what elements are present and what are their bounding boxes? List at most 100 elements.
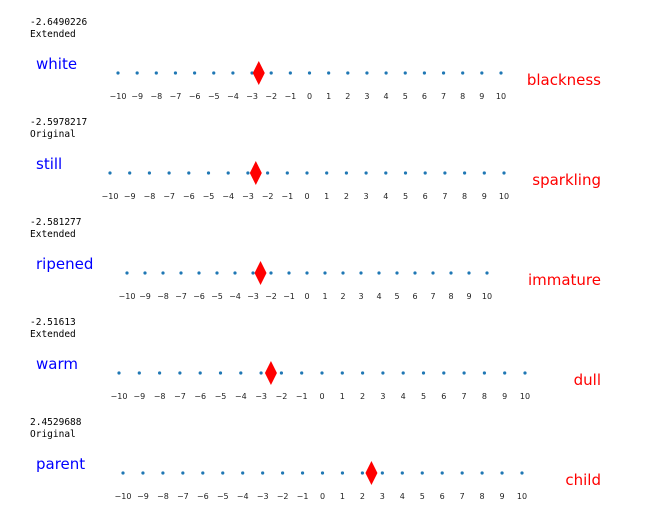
axis-dot: [161, 471, 165, 475]
axis-dot: [380, 471, 384, 475]
axis-dot: [320, 471, 325, 475]
left-word: parent: [36, 455, 86, 473]
axis-dot: [287, 271, 291, 275]
axis-dot: [305, 271, 309, 275]
axis-dot: [266, 171, 270, 175]
axis-dot: [503, 371, 507, 375]
axis-dot: [117, 371, 121, 375]
axis-dot: [460, 471, 464, 475]
number-line: −10 −9 −8 −7 −6 −5 −4 −3 −2 −1 0 1 2 3 4 5 6 7 8 9 10: [111, 361, 530, 400]
axis-dot: [400, 471, 404, 475]
tick-label: −4: [237, 492, 249, 500]
tick-label: 7: [442, 192, 447, 200]
axis-dot: [323, 271, 327, 275]
tick-label: −5: [217, 492, 229, 500]
axis-dot: [154, 71, 158, 75]
tick-label: −7: [170, 92, 182, 100]
chart-row: -2.5978217 Original still sparkling −10 −9 −8−…: [0, 100, 661, 200]
axis-dot: [395, 271, 399, 275]
axis-dot: [384, 71, 388, 75]
tick-label: −3: [247, 292, 259, 300]
axis-dot: [179, 271, 183, 275]
tick-label: 8: [482, 392, 487, 400]
axis-dot: [135, 71, 139, 75]
tick-label: −6: [189, 92, 201, 100]
axis-dot: [461, 71, 465, 75]
tick-label: −3: [246, 92, 258, 100]
axis-dot: [285, 171, 289, 175]
axis-dot: [365, 71, 369, 75]
number-line: −10 −9 −8 −7 −6 −5 −4 −3 −2 −1 0 1 2 3 4 5 6 7 8 9 10: [119, 261, 492, 300]
tick-label: −2: [265, 292, 277, 300]
chart-row: -2.51613 Extended warm dull −10 −9 −8 −7 −6 −5 −4−…: [0, 300, 661, 400]
tick-label: −4: [229, 292, 241, 300]
score-value: -2.51613: [30, 317, 76, 328]
tick-label: 0: [307, 92, 312, 100]
axis-dot: [241, 471, 245, 475]
axis-dot: [520, 471, 524, 475]
axis-dot: [116, 71, 120, 75]
axis-dot: [421, 371, 426, 375]
tick-label: 9: [482, 192, 487, 200]
tick-label: −2: [262, 192, 274, 200]
axis-dot: [233, 271, 237, 275]
tick-label: −8: [144, 192, 156, 200]
tick-label: 9: [502, 392, 507, 400]
tick-label: 6: [422, 92, 427, 100]
axis-dot: [181, 471, 185, 475]
axis-dot: [359, 271, 363, 275]
tick-label: −2: [277, 492, 289, 500]
axis-dot: [259, 371, 263, 375]
tick-label: −1: [281, 192, 293, 200]
tick-label: 8: [448, 292, 453, 300]
axis-dot: [226, 171, 230, 175]
score-value: 2.4529688: [30, 417, 82, 428]
tick-label: −1: [283, 292, 295, 300]
tick-label: 7: [460, 492, 465, 500]
axis-dot: [307, 71, 312, 75]
tick-label: −10: [111, 392, 128, 400]
axis-dot: [178, 371, 182, 375]
tick-label: 3: [364, 92, 369, 100]
axis-dot: [300, 371, 304, 375]
axis-dot: [206, 171, 211, 175]
tick-label: 4: [400, 492, 405, 500]
axis-dot: [413, 271, 417, 275]
tick-label: −6: [194, 392, 206, 400]
axis-dot: [201, 471, 205, 475]
tick-label: 4: [401, 392, 406, 400]
tick-label: −9: [124, 192, 136, 200]
axis-dot: [121, 471, 125, 475]
tick-label: 6: [412, 292, 417, 300]
axis-dot: [377, 271, 381, 275]
tick-label: −8: [157, 492, 169, 500]
axis-dot: [167, 171, 171, 175]
tick-label: −8: [154, 392, 166, 400]
tick-label: −3: [255, 392, 267, 400]
left-word: white: [36, 55, 78, 73]
axis-dot: [161, 271, 165, 275]
axis-dot: [250, 71, 254, 75]
tick-label: 5: [420, 492, 425, 500]
tick-label: −4: [222, 192, 234, 200]
tick-label: 1: [324, 192, 329, 200]
tick-label: −7: [163, 192, 175, 200]
axis-dot: [300, 471, 305, 475]
score-value: -2.581277: [30, 217, 82, 228]
axis-dot: [346, 71, 350, 75]
tick-label: 1: [340, 392, 345, 400]
axis-dot: [341, 271, 345, 275]
axis-dot: [231, 71, 235, 75]
axis-dot: [320, 371, 324, 375]
value-marker: [249, 161, 262, 185]
tick-label: 9: [479, 92, 484, 100]
value-marker: [254, 261, 267, 285]
tick-label: −7: [174, 392, 186, 400]
axis-dot: [449, 271, 453, 275]
axis-dot: [279, 371, 283, 375]
tick-label: −6: [193, 292, 205, 300]
axis-dot: [218, 371, 223, 375]
tick-label: −4: [227, 92, 239, 100]
tick-label: 4: [383, 192, 388, 200]
axis-dot: [442, 371, 446, 375]
